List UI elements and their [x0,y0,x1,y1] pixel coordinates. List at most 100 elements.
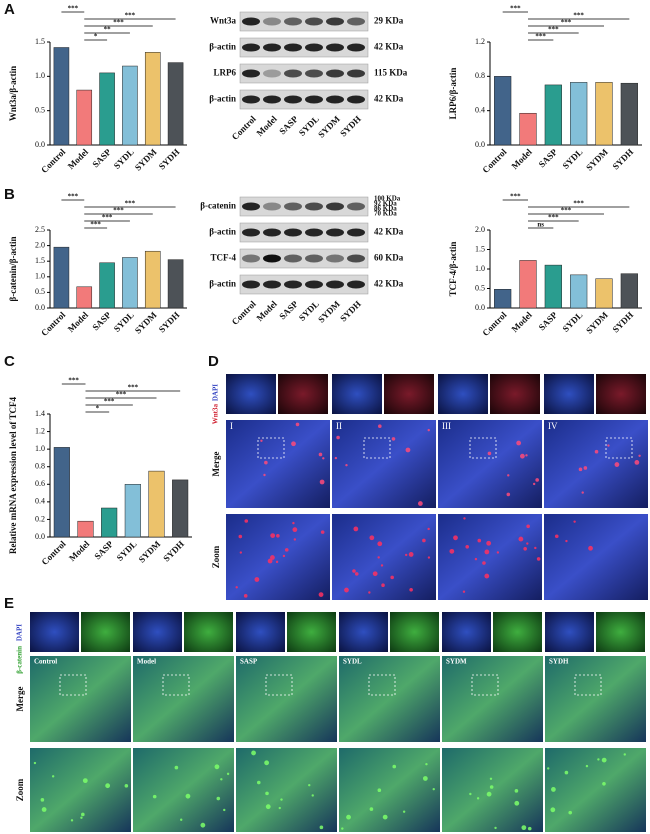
blot-lane-label: Control [230,113,259,142]
x-tick-label: Control [480,309,509,338]
blot-band [305,202,323,211]
bar [172,479,189,538]
cell-signal [292,521,295,525]
bar [101,507,118,538]
blot-band [242,17,260,26]
cell-signal [291,441,296,447]
significance-label: * [96,405,100,413]
roi-box [257,437,285,459]
zoom-image [339,748,440,832]
cell-signal [378,424,382,429]
roi-box [471,674,499,696]
cell-signal [463,517,466,520]
cell-signal [547,767,550,770]
cell-signal [565,539,568,543]
blot-band [242,69,260,78]
group-label: IV [548,421,558,431]
cell-signal [474,557,478,561]
cell-signal [292,527,298,533]
channel-image [442,612,491,652]
blot-band [284,69,302,78]
blot-protein: β-actin [209,42,236,52]
row-label: Zoom [15,778,25,801]
cell-signal [392,764,397,769]
cell-signal [280,798,283,801]
cell-signal [462,590,466,593]
cell-signal [536,557,541,561]
cell-signal [346,814,351,820]
x-tick-label: SYDH [157,310,182,335]
cell-signal [382,814,388,820]
blot-size: 42 KDa [374,94,404,104]
channel-image [390,612,439,652]
x-tick-label: Control [39,309,68,338]
x-tick-label: SYDM [133,309,159,335]
group-label: SASP [240,658,258,666]
group-label: II [336,421,342,431]
group-label: Control [34,658,57,666]
blot-band [305,280,323,289]
bar [519,112,537,146]
cell-signal [602,782,606,786]
blot-band [326,17,344,26]
blot-band [347,228,365,237]
bar [570,274,588,309]
cell-signal [256,780,261,785]
cell-signal [267,558,273,564]
cell-signal [185,793,191,799]
y-tick-label: 0.4 [475,105,485,114]
blot-lane-label: SASP [277,113,300,136]
bar [494,76,512,146]
cell-signal [521,825,527,831]
blot-lane-label: SASP [277,298,300,321]
bar [76,286,93,309]
panel-label: E [4,595,14,612]
cell-signal [551,787,556,792]
roi-box [368,674,396,696]
x-tick-label: SASP [537,309,560,332]
bar [144,250,161,309]
cell-signal [180,818,183,821]
blot-lane-label: SYDM [316,113,342,139]
cell-signal [223,808,226,812]
bar [144,52,161,146]
blot-marker: 86 KDa [374,205,397,213]
cell-signal [476,797,480,800]
cell-signal [422,776,428,781]
cell-signal [319,825,324,830]
blot-lane-label: SYDM [316,298,342,324]
cell-signal [422,538,426,543]
cell-signal [578,467,583,472]
channel-image [287,612,336,652]
cell-signal [623,753,626,756]
cell-signal [81,812,85,817]
blot-band [242,202,260,211]
cell-signal [322,457,325,460]
blot-band [305,43,323,52]
cell-signal [275,560,279,564]
cell-signal [568,810,573,815]
channel-image [339,612,388,652]
channel-image [544,374,594,414]
blot-strip [239,222,369,243]
panel-label: B [4,186,15,203]
roi-box [265,674,293,696]
cell-signal [465,544,470,549]
channel-image [490,374,540,414]
cell-signal [526,524,530,529]
cell-signal [489,777,493,780]
blot-band [305,17,323,26]
cell-signal [427,527,430,531]
blot-band [263,254,281,263]
blot-band [347,69,365,78]
cell-signal [527,826,532,831]
blot-band [242,280,260,289]
blot-strip [239,89,369,110]
channel-image [332,374,382,414]
blot-lane-label: Model [254,298,279,323]
zoom-image [226,514,330,600]
row-label: Merge [15,687,25,712]
x-tick-label: SYDL [560,310,584,334]
cell-signal [270,533,276,539]
zoom-image [133,748,234,832]
